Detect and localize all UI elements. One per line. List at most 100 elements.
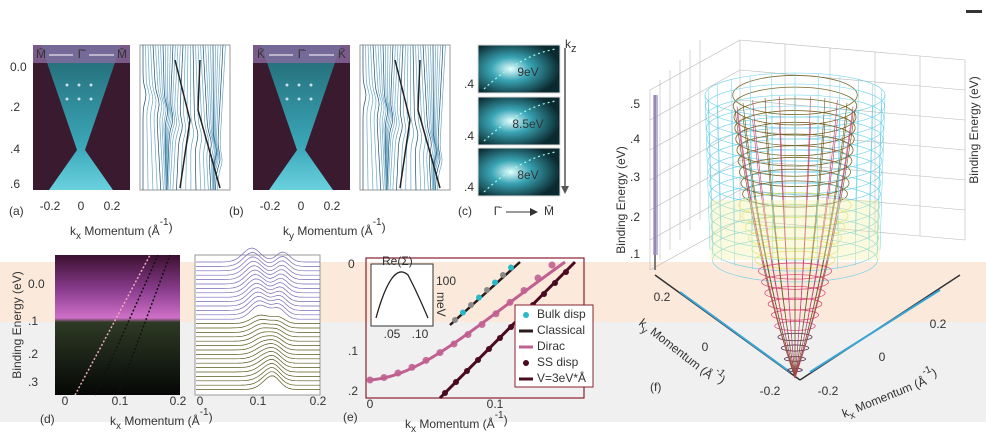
ss-point [535,275,542,282]
legend-swatch [523,360,529,366]
ss-point [493,310,500,317]
x-tick-label: 0 [78,199,85,213]
label-part: z [571,43,577,55]
x-axis-label: ky Momentum (Å-1) [283,217,386,242]
ss-disp-point [486,346,492,352]
y-tick-label: .1 [348,344,358,358]
box-grid [740,40,965,60]
y-tick-label: .6 [10,177,20,191]
panel-label: (d) [40,412,55,426]
y-tick-label: .4 [464,129,474,143]
ss-point [423,357,430,364]
ss-disp-point [442,390,448,396]
kx-tick-label: 0.2 [930,317,947,331]
z-tick-label: .1 [630,247,640,261]
bulk-point [484,287,490,293]
panel-label: (e) [343,410,358,424]
direction-arrowhead [530,208,538,216]
ss-disp-point [453,379,459,385]
y-tick-label: .2 [348,384,358,398]
bulk-point [468,302,474,308]
label-part: Momentum (Å [121,413,200,428]
y-tick-label: 0.0 [10,60,27,74]
legend-swatch [523,312,529,318]
label-part: ) [169,220,173,234]
label-part: Momentum (Å [416,416,495,431]
ky-tick-label: 0.2 [654,290,671,304]
bulk-point [508,265,514,271]
ss-disp-point [508,324,514,330]
ss-disp-point [464,368,470,374]
x-tick-label: 0.2 [324,199,341,213]
ss-point [395,370,402,377]
ss-disp-point [552,280,558,286]
state-dot [78,84,81,87]
z-tick-label: .4 [630,132,640,146]
ss-point [367,377,374,384]
state-dot [286,98,289,101]
z-tick-label: .5 [630,97,640,111]
box-grid [650,40,740,90]
ky-tick-label: 0 [702,340,709,354]
state-dot [66,84,69,87]
x-tick-label: 0 [298,199,305,213]
legend-entry: SS disp [537,355,579,369]
x-tick-label: 0.1 [250,394,267,408]
ss-disp-point [475,357,481,363]
ss-point [521,287,528,294]
legend-entry: V=3eV*Å [537,370,586,385]
y-axis-label: Binding Energy (eV) [10,271,24,378]
ss-point [451,340,458,347]
state-dot [298,84,301,87]
x-tick-label: -0.2 [40,199,61,213]
legend-entry: Bulk disp [537,307,586,321]
x-tick-label: 0.2 [170,394,187,408]
kz-arrowhead [561,186,569,194]
x-tick-label: -0.2 [260,199,281,213]
y-tick-label: .2 [28,347,38,361]
label-part: ) [382,220,386,234]
x-axis-label: kx Momentum (Å-1) [70,217,173,242]
bulk-point [460,310,466,316]
kz-label: kz [565,37,577,55]
bulk-point [500,272,506,278]
legend-entry: Classical [537,323,585,337]
ky-tick-label: -0.2 [760,384,781,398]
label-part: ) [504,413,508,427]
inset-unit: meV [434,292,448,317]
panel-label: (f) [650,380,661,394]
y-tick-label: .2 [10,100,20,114]
box-grid [650,130,740,180]
state-dot [90,84,93,87]
photon-energy: 9eV [517,65,538,79]
ss-point [479,321,486,328]
z-axis-label: Binding Energy (eV) [614,146,628,253]
x-tick-label: 0.2 [310,394,327,408]
box-grid [650,70,740,120]
y-tick-label: .4 [464,180,474,194]
y-tick-label: .4 [464,77,474,91]
bulk-point [476,295,482,301]
figure: M̄Γ̄M̄-0.200.2(a)K̄Γ̄K̄-0.200.2(b)0.0.2.… [0,0,986,434]
x-tick-label: 0.2 [104,199,121,213]
inset-tick-label: 100 [436,274,456,288]
z-axis-label: Binding Energy (eV) [967,76,981,183]
ss-disp-point [563,269,569,275]
ss-point [549,262,556,269]
ss-disp-point [541,291,547,297]
symmetry-label: K̄ [338,47,346,61]
symmetry-label: K̄ [257,47,265,61]
inset-tick-label: .05 [384,327,401,341]
x-tick-label: 0 [62,394,69,408]
ss-disp-point [497,335,503,341]
legend-entry: Dirac [537,339,565,353]
ss-point [465,331,472,338]
symmetry-label: M̄ [117,47,127,61]
x-tick-label: 0.1 [112,394,129,408]
kx-tick-label: -0.2 [818,384,839,398]
panel-label: (c) [458,204,472,218]
y-tick-label: .4 [10,142,20,156]
z-axis-bar [653,95,658,255]
ss-point [437,349,444,356]
z-tick-label: .2 [630,210,640,224]
